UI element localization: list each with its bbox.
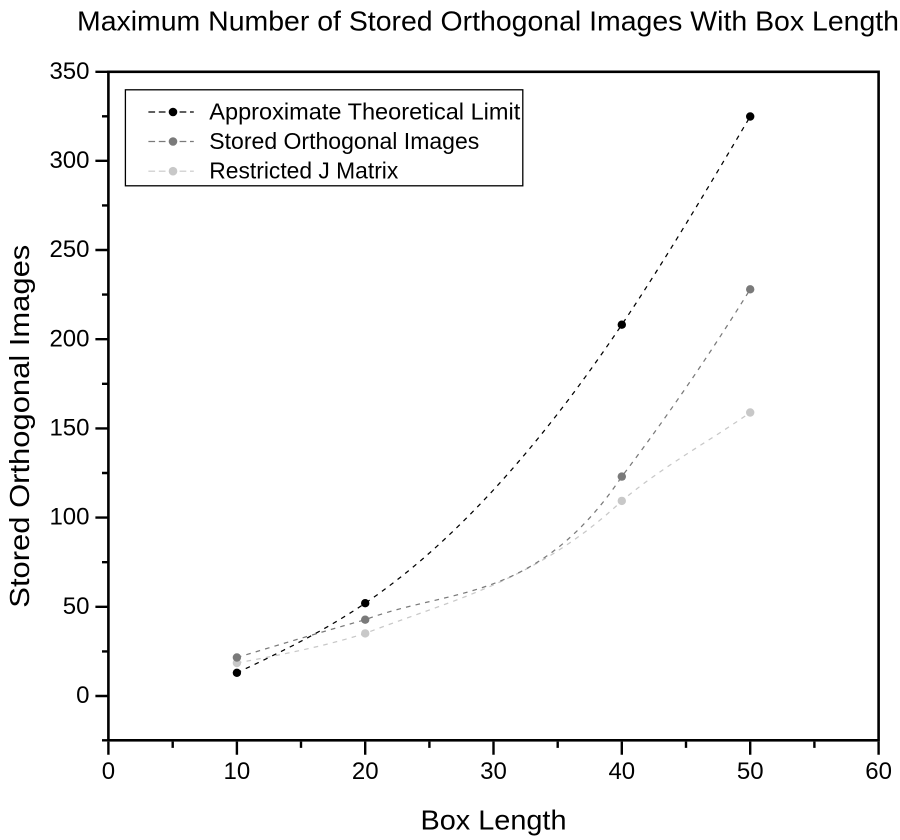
svg-text:50: 50: [63, 593, 90, 620]
svg-text:Approximate Theoretical Limit: Approximate Theoretical Limit: [209, 99, 520, 125]
svg-text:Stored Orthogonal Images: Stored Orthogonal Images: [4, 245, 35, 608]
svg-text:200: 200: [49, 325, 89, 352]
svg-text:20: 20: [352, 758, 379, 785]
svg-text:150: 150: [49, 415, 89, 442]
svg-text:10: 10: [224, 758, 251, 785]
svg-text:0: 0: [102, 758, 115, 785]
svg-text:Maximum Number of Stored Ortho: Maximum Number of Stored Orthogonal Imag…: [77, 6, 899, 37]
svg-text:60: 60: [865, 758, 892, 785]
svg-text:Box Length: Box Length: [421, 804, 567, 835]
svg-text:0: 0: [76, 682, 89, 709]
svg-text:40: 40: [608, 758, 635, 785]
svg-text:250: 250: [49, 236, 89, 263]
svg-text:Restricted J Matrix: Restricted J Matrix: [209, 158, 398, 184]
svg-text:300: 300: [49, 147, 89, 174]
svg-text:Stored Orthogonal Images: Stored Orthogonal Images: [209, 128, 479, 154]
svg-text:100: 100: [49, 504, 89, 531]
svg-text:350: 350: [49, 58, 89, 85]
svg-text:30: 30: [480, 758, 507, 785]
svg-text:50: 50: [737, 758, 764, 785]
